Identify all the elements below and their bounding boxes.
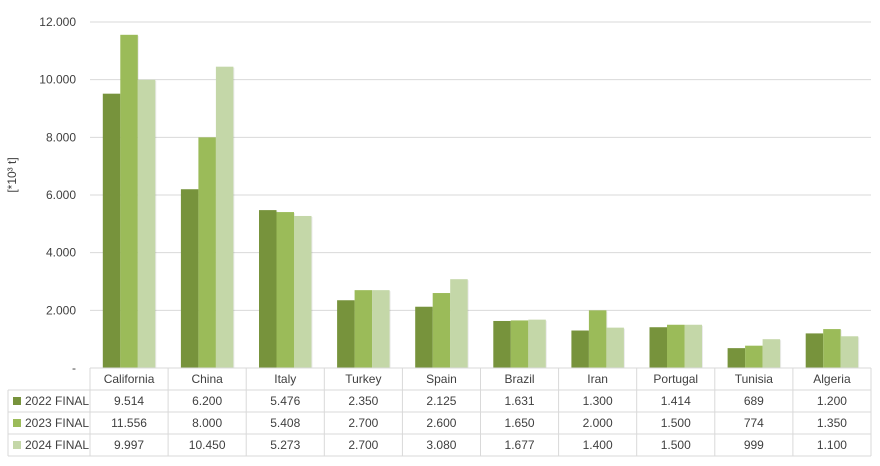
- category-label: Algeria: [813, 372, 851, 386]
- data-label: 774: [744, 416, 764, 430]
- bar: [415, 306, 433, 368]
- bar: [120, 34, 138, 368]
- bar: [510, 320, 529, 368]
- data-label: 1.650: [505, 416, 535, 430]
- bar: [354, 290, 373, 368]
- legend-label: 2023 FINAL: [25, 416, 89, 430]
- category-label: China: [191, 372, 223, 386]
- bar: [259, 210, 277, 368]
- bar: [745, 345, 763, 368]
- data-label: 2.600: [426, 416, 456, 430]
- data-label: 999: [744, 438, 764, 452]
- data-label: 6.200: [192, 394, 222, 408]
- data-table: California China Italy Turkey Spain Brazil Ira…: [7, 367, 872, 457]
- y-tick-label: 8.000: [46, 130, 76, 144]
- bar: [102, 93, 121, 369]
- bar: [762, 339, 781, 368]
- data-label: 689: [744, 394, 764, 408]
- bar: [198, 137, 216, 368]
- y-tick-label: 6.000: [46, 188, 76, 202]
- bar: [432, 293, 451, 368]
- y-tick-label: 10.000: [39, 73, 76, 87]
- category-label: Turkey: [345, 372, 381, 386]
- bar: [528, 319, 546, 368]
- bar: [137, 79, 156, 368]
- bar: [606, 327, 624, 368]
- data-label: 2.700: [348, 416, 378, 430]
- category-label: Italy: [274, 372, 296, 386]
- data-label: 5.476: [270, 394, 300, 408]
- legend-label: 2024 FINAL: [25, 438, 89, 452]
- bar: [684, 324, 702, 368]
- bar: [215, 66, 234, 369]
- data-label: 1.414: [661, 394, 691, 408]
- data-label: 5.408: [270, 416, 300, 430]
- data-label: 1.300: [583, 394, 613, 408]
- legend-label: 2022 FINAL: [25, 394, 89, 408]
- bar: [294, 215, 312, 368]
- legend-key: [13, 441, 21, 449]
- category-label: Portugal: [653, 372, 698, 386]
- category-label: Iran: [587, 372, 608, 386]
- bar: [727, 348, 746, 368]
- data-label: 3.080: [426, 438, 456, 452]
- data-label: 1.677: [505, 438, 535, 452]
- y-tick-label: -: [72, 361, 76, 375]
- category-label: Spain: [426, 372, 457, 386]
- bar: [493, 320, 511, 368]
- bar: [276, 212, 294, 368]
- bar: [372, 290, 390, 368]
- bar: [840, 336, 859, 368]
- legend-key: [13, 419, 21, 427]
- category-label: Brazil: [505, 372, 535, 386]
- data-label: 5.273: [270, 438, 300, 452]
- y-axis-tick-labels: - 2.000 4.000 6.000 8.000 10.000 12.000: [39, 15, 76, 375]
- data-label: 1.350: [817, 416, 847, 430]
- bar: [571, 330, 589, 368]
- legend-key: [13, 397, 21, 405]
- bar: [180, 189, 199, 368]
- bar: [823, 329, 841, 368]
- data-label: 9.997: [114, 438, 144, 452]
- bar: [805, 333, 824, 368]
- data-label: 10.450: [189, 438, 226, 452]
- bar: [588, 310, 607, 368]
- bar: [450, 279, 468, 368]
- bars: [102, 34, 860, 369]
- data-label: 1.500: [661, 438, 691, 452]
- data-label: 9.514: [114, 394, 144, 408]
- y-tick-label: 12.000: [39, 15, 76, 29]
- y-tick-label: 4.000: [46, 246, 76, 260]
- category-label: Tunisia: [735, 372, 774, 386]
- data-label: 1.631: [505, 394, 535, 408]
- bar: [649, 327, 667, 368]
- data-label: 2.000: [583, 416, 613, 430]
- data-label: 1.200: [817, 394, 847, 408]
- data-label: 1.400: [583, 438, 613, 452]
- data-label: 2.125: [426, 394, 456, 408]
- data-label: 1.100: [817, 438, 847, 452]
- y-axis-title: [*10³ t]: [5, 157, 19, 192]
- data-label: 2.350: [348, 394, 378, 408]
- y-tick-label: 2.000: [46, 303, 76, 317]
- category-label: California: [104, 372, 155, 386]
- data-label: 1.500: [661, 416, 691, 430]
- data-label: 11.556: [111, 416, 147, 430]
- data-label: 2.700: [348, 438, 378, 452]
- data-label: 8.000: [192, 416, 222, 430]
- bar: [667, 324, 685, 368]
- bar: [337, 300, 355, 368]
